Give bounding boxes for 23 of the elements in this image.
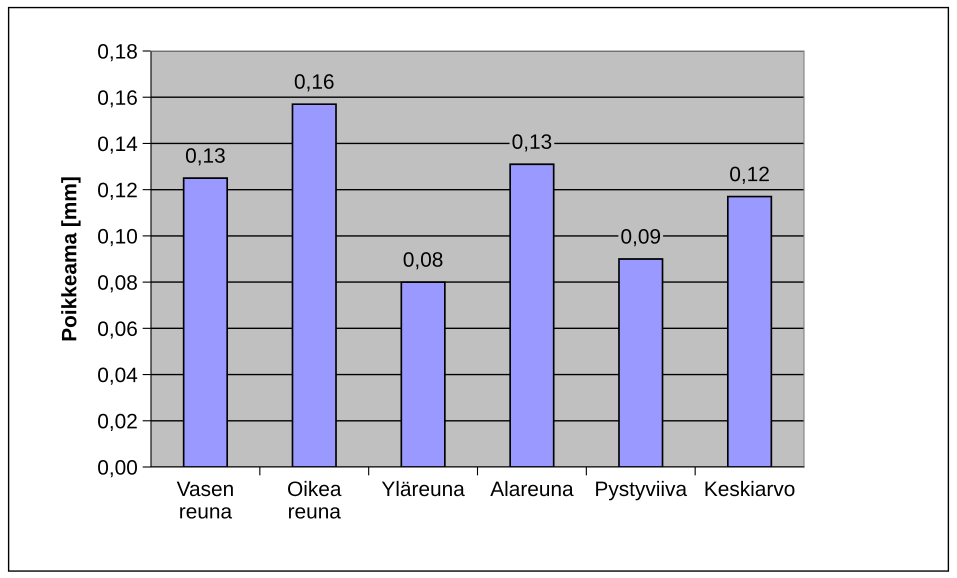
- y-tick-label: 0,12: [98, 182, 137, 200]
- y-tick-label: 0,14: [98, 136, 138, 154]
- x-tick-label: Alareuna: [490, 480, 574, 496]
- x-tick-label: Keskiarvo: [706, 480, 794, 496]
- data-label: 0,12: [730, 166, 769, 184]
- y-tick-label: 0,16: [98, 90, 137, 108]
- y-axis-title: Poikkeama [mm]: [61, 177, 81, 340]
- y-tick-label: 0,18: [98, 44, 137, 62]
- data-label: 0,16: [294, 74, 334, 92]
- data-label: 0,13: [512, 134, 552, 152]
- y-tick-label: 0,02: [98, 414, 137, 431]
- data-label: 0,08: [404, 252, 442, 270]
- y-tick-label: 0,04: [98, 368, 138, 385]
- y-tick-label: 0,00: [98, 460, 137, 478]
- y-tick-label: 0,06: [98, 321, 137, 339]
- x-tick-label: Yläreuna: [382, 480, 465, 496]
- y-tick-label: 0,08: [98, 275, 137, 292]
- x-tick-label: Vasen reuna: [176, 482, 233, 519]
- data-label: 0,13: [186, 148, 225, 166]
- y-tick-label: 0,10: [98, 228, 137, 246]
- x-tick-label: Oikea reuna: [288, 480, 342, 519]
- data-label: 0,09: [621, 229, 660, 246]
- x-tick-label: Pystyviiva: [596, 480, 688, 500]
